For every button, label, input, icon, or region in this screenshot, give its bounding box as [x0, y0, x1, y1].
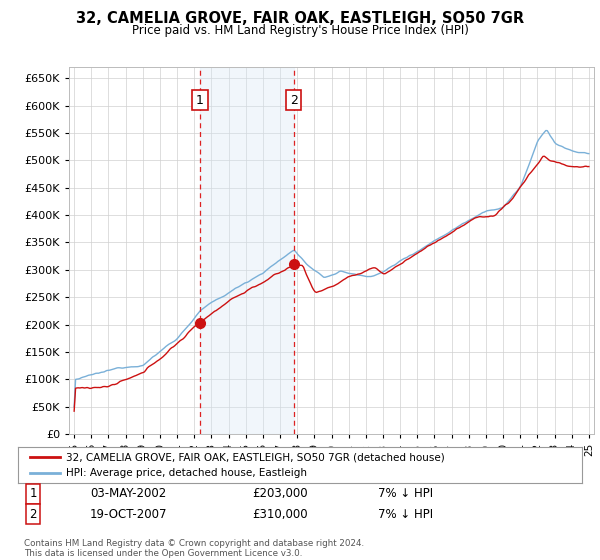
Text: 7% ↓ HPI: 7% ↓ HPI — [378, 507, 433, 521]
Text: £310,000: £310,000 — [252, 507, 308, 521]
Text: 2: 2 — [290, 94, 298, 106]
Text: 1: 1 — [29, 487, 37, 501]
Text: £203,000: £203,000 — [252, 487, 308, 501]
Text: 32, CAMELIA GROVE, FAIR OAK, EASTLEIGH, SO50 7GR (detached house): 32, CAMELIA GROVE, FAIR OAK, EASTLEIGH, … — [66, 452, 445, 463]
Text: 1: 1 — [196, 94, 204, 106]
Text: HPI: Average price, detached house, Eastleigh: HPI: Average price, detached house, East… — [66, 468, 307, 478]
Text: 03-MAY-2002: 03-MAY-2002 — [90, 487, 166, 501]
Text: 19-OCT-2007: 19-OCT-2007 — [90, 507, 167, 521]
Text: 7% ↓ HPI: 7% ↓ HPI — [378, 487, 433, 501]
Text: Contains HM Land Registry data © Crown copyright and database right 2024.
This d: Contains HM Land Registry data © Crown c… — [24, 539, 364, 558]
Text: 32, CAMELIA GROVE, FAIR OAK, EASTLEIGH, SO50 7GR: 32, CAMELIA GROVE, FAIR OAK, EASTLEIGH, … — [76, 11, 524, 26]
Text: Price paid vs. HM Land Registry's House Price Index (HPI): Price paid vs. HM Land Registry's House … — [131, 24, 469, 36]
Bar — [200, 67, 293, 434]
Text: 2: 2 — [29, 507, 37, 521]
